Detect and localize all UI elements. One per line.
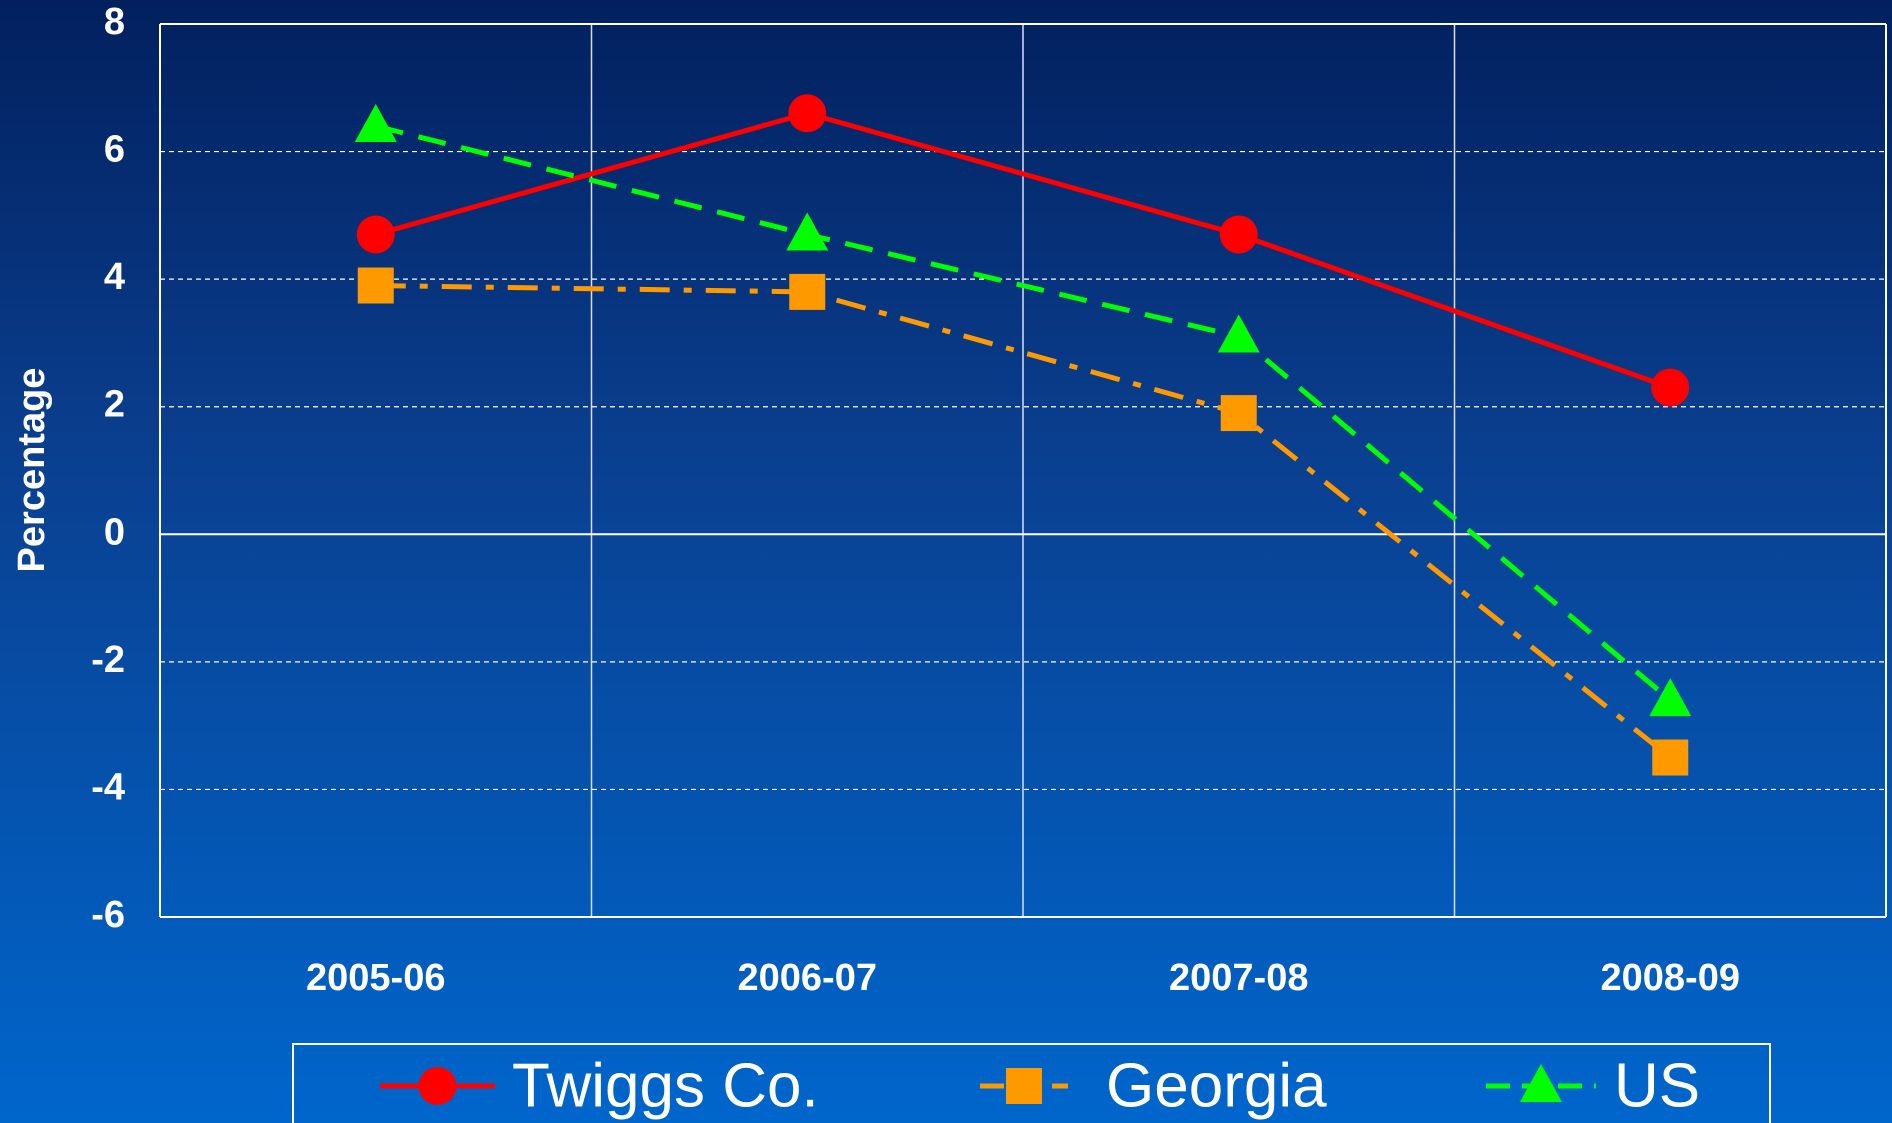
point <box>357 267 394 304</box>
point <box>356 215 395 254</box>
y-tick-label: 0 <box>104 511 125 553</box>
legend-label: US <box>1614 1051 1700 1120</box>
legend-marker <box>1520 1064 1562 1102</box>
y-tick-label: 2 <box>104 384 125 426</box>
series-line <box>375 283 1672 760</box>
point <box>1217 314 1260 353</box>
point <box>1652 739 1689 776</box>
point <box>786 212 829 251</box>
y-tick-label: 6 <box>104 129 125 171</box>
y-tick-label: 4 <box>104 256 125 298</box>
series-line <box>375 123 1672 703</box>
x-tick-label: 2005-06 <box>306 957 445 999</box>
legend-marker <box>418 1067 457 1105</box>
point <box>354 104 397 143</box>
point <box>1649 678 1692 717</box>
point <box>1219 215 1258 254</box>
point <box>788 94 827 133</box>
legend-marker <box>1006 1068 1042 1104</box>
y-tick-label: 8 <box>104 1 125 43</box>
legend-label: Georgia <box>1106 1051 1327 1120</box>
y-tick-label: -2 <box>91 639 125 681</box>
y-tick-label: -6 <box>91 894 125 936</box>
x-tick-label: 2007-08 <box>1169 957 1308 999</box>
point <box>1220 395 1257 432</box>
x-tick-label: 2008-09 <box>1601 957 1740 999</box>
x-tick-label: 2006-07 <box>738 957 877 999</box>
point <box>789 273 826 310</box>
y-tick-label: -4 <box>91 766 125 808</box>
series-line <box>375 110 1672 390</box>
point <box>1651 368 1690 407</box>
legend-box <box>292 1043 1771 1123</box>
legend-label: Twiggs Co. <box>512 1051 819 1120</box>
y-axis-label: Percentage <box>11 368 53 573</box>
